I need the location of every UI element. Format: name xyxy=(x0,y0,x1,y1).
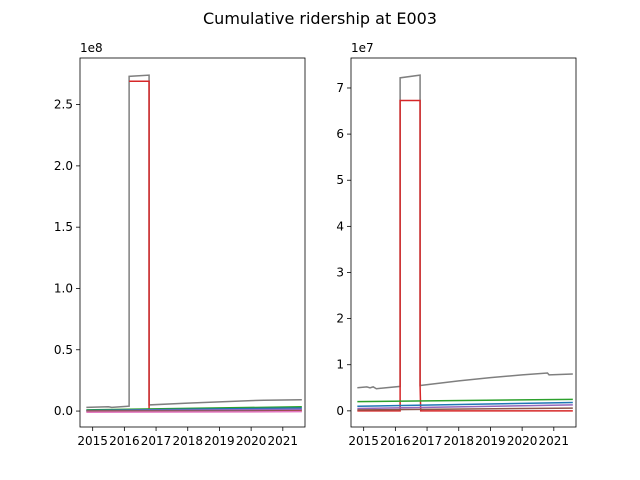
x-tick-label: 2021 xyxy=(539,434,570,448)
y-tick-label: 1.5 xyxy=(54,220,73,234)
y-tick-label: 2.0 xyxy=(54,159,73,173)
x-tick-label: 2015 xyxy=(77,434,108,448)
series-line-1 xyxy=(129,80,302,411)
x-tick-label: 2021 xyxy=(268,434,299,448)
y-tick-label: 2 xyxy=(336,312,344,326)
series-line-1 xyxy=(357,99,573,412)
y-tick-label: 1.0 xyxy=(54,281,73,295)
y-tick-label: 0.0 xyxy=(54,404,73,418)
x-tick-label: 2019 xyxy=(475,434,506,448)
series-line-0 xyxy=(86,74,302,409)
x-tick-label: 2016 xyxy=(380,434,411,448)
y-offset-label: 1e7 xyxy=(351,41,374,55)
series-line-3 xyxy=(357,401,573,407)
series-line-4 xyxy=(357,404,573,410)
axes-frame xyxy=(79,57,306,428)
x-tick-label: 2016 xyxy=(109,434,140,448)
y-tick-label: 0.5 xyxy=(54,343,73,357)
subplot-right: 2015 2016 2017 2018 2019 2020 2021 0 1 2 3 4 5 6 7 1e7 xyxy=(336,41,577,448)
y-offset-label: 1e8 xyxy=(80,41,103,55)
y-tick-label: 6 xyxy=(336,127,344,141)
axes-frame xyxy=(350,57,577,428)
figure-title: Cumulative ridership at E003 xyxy=(203,9,437,28)
x-tick-label: 2017 xyxy=(141,434,172,448)
x-tick-label: 2018 xyxy=(443,434,474,448)
y-tick-label: 7 xyxy=(336,81,344,95)
series-line-2 xyxy=(357,398,573,403)
series-line-0 xyxy=(357,74,573,390)
series-line-5 xyxy=(357,407,573,411)
y-tick-label: 5 xyxy=(336,173,344,187)
x-tick-label: 2020 xyxy=(236,434,267,448)
y-tick-label: 4 xyxy=(336,219,344,233)
y-tick-label: 3 xyxy=(336,265,344,279)
subplot-left: 2015 2016 2017 2018 2019 2020 2021 0.0 0.5 1.0 1.5… xyxy=(54,41,306,448)
y-tick-label: 0 xyxy=(336,404,344,418)
series-line-6 xyxy=(86,410,302,414)
x-tick-label: 2017 xyxy=(412,434,443,448)
x-tick-label: 2020 xyxy=(507,434,538,448)
y-tick-label: 1 xyxy=(336,358,344,372)
x-tick-label: 2019 xyxy=(204,434,235,448)
x-tick-label: 2015 xyxy=(348,434,379,448)
x-tick-label: 2018 xyxy=(172,434,203,448)
y-tick-label: 2.5 xyxy=(54,98,73,112)
